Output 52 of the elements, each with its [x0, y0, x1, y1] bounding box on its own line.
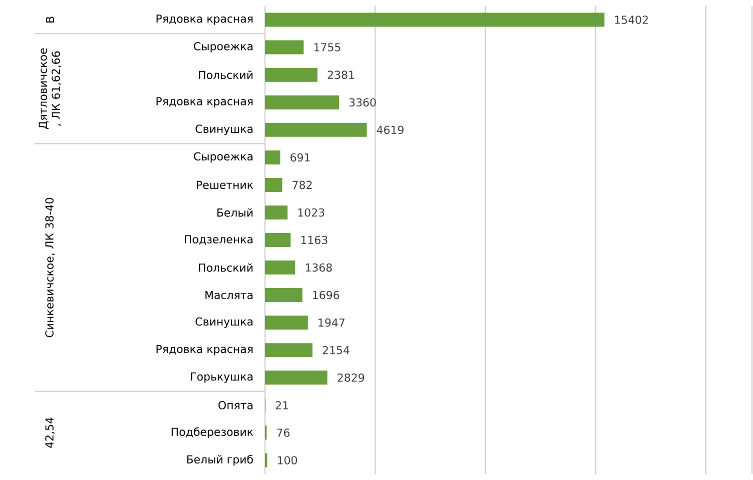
y-tick-label: Опята — [218, 401, 252, 410]
bar — [265, 178, 282, 192]
bar — [265, 122, 367, 137]
data-label: 2381 — [328, 70, 354, 79]
bar — [265, 205, 288, 220]
data-label: 691 — [290, 153, 310, 162]
bar — [265, 260, 296, 275]
y-tick-label: Свинушка — [196, 124, 252, 136]
data-label: 76 — [277, 428, 290, 437]
data-label: 1947 — [318, 318, 344, 327]
data-label: 782 — [292, 180, 312, 190]
y-tick-label: Сыроежка — [194, 42, 252, 53]
bar — [265, 12, 604, 27]
bar — [265, 288, 302, 302]
data-label: 2154 — [322, 346, 350, 354]
y-tick-label: Рядовка красная — [156, 14, 253, 25]
data-label: 1696 — [313, 290, 340, 300]
bar — [265, 68, 318, 82]
y-tick-label: Польский — [199, 70, 252, 80]
bar — [265, 343, 312, 358]
y-tick-label: Горькушка — [191, 372, 252, 383]
y-tick-label: Свинушка — [196, 317, 252, 328]
y-tick-label: Белый — [217, 208, 252, 217]
y-tick-label: Маслята — [205, 290, 252, 300]
text: В — [46, 16, 54, 22]
y-tick-label: Подзеленка — [184, 235, 252, 245]
data-label: 3360 — [349, 98, 376, 107]
bar — [265, 233, 291, 247]
bar — [265, 150, 280, 164]
y-tick-label: Польский — [199, 263, 252, 272]
data-label: 21 — [276, 401, 288, 410]
text: 42,54 — [45, 418, 55, 448]
y-tick-label: Белый гриб — [187, 454, 253, 466]
data-label: 1163 — [301, 236, 328, 244]
data-label: 4619 — [376, 126, 404, 134]
y-tick-label: Подберезовик — [172, 427, 254, 438]
bar — [265, 95, 340, 110]
data-label: 100 — [278, 456, 297, 464]
text: Синкевичское, ЛК 38-40 — [45, 198, 55, 338]
data-label: 15402 — [615, 16, 648, 24]
data-label: 1755 — [314, 43, 340, 52]
y-tick-label: Рядовка красная — [156, 97, 253, 108]
bar — [265, 370, 328, 385]
y-tick-label: Сыроежка — [194, 152, 252, 163]
text: Дятловичское , ЛК 61,62,66 — [38, 48, 62, 129]
bar — [265, 316, 308, 330]
data-label: 2829 — [338, 373, 364, 382]
y-tick-label: Решетник — [196, 180, 254, 190]
bar — [265, 40, 304, 54]
y-tick-label: Рядовка красная — [156, 344, 253, 356]
data-label: 1023 — [298, 208, 324, 217]
data-label: 1368 — [306, 263, 332, 272]
